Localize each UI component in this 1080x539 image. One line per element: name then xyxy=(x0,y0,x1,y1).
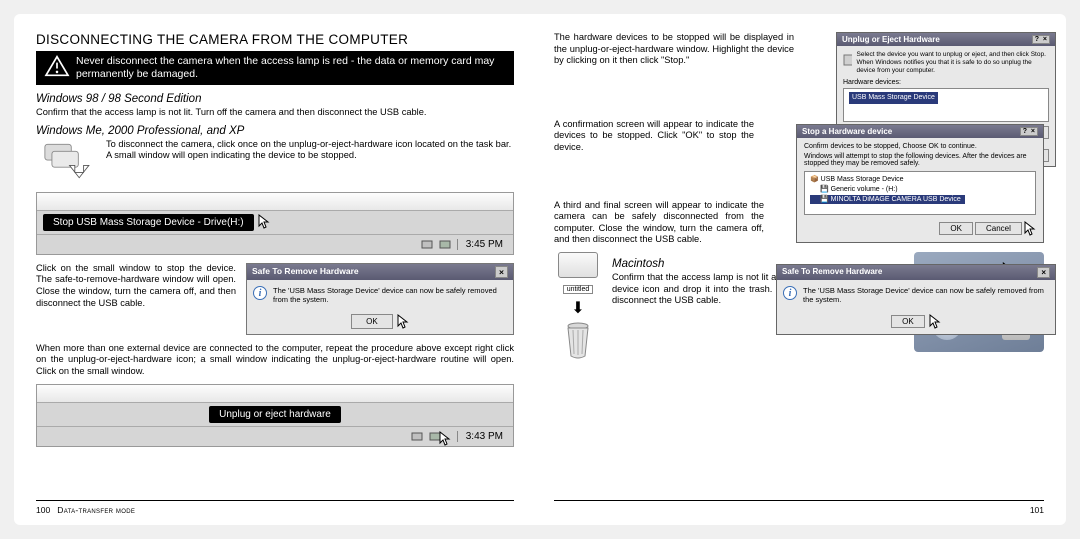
warning-text: Never disconnect the camera when the acc… xyxy=(76,55,506,81)
para-multiple-devices: When more than one external device are c… xyxy=(36,343,514,378)
mac-untitled-label: untitled xyxy=(563,285,594,294)
dialog-title: Unplug or Eject Hardware xyxy=(842,35,940,44)
close-icon[interactable]: × xyxy=(495,266,508,278)
winme-heading: Windows Me, 2000 Professional, and XP xyxy=(36,125,514,137)
safe-remove-dialog-2: Safe To Remove Hardware × i The 'USB Mas… xyxy=(776,264,1056,335)
footer-mode: Data-transfer mode xyxy=(57,505,135,515)
trash-icon xyxy=(561,320,595,360)
clock-1: 3:45 PM xyxy=(457,239,503,250)
cursor-icon xyxy=(929,314,941,330)
cursor-icon xyxy=(439,431,451,447)
tree-node-2[interactable]: Generic volume - (H:) xyxy=(831,186,898,193)
close-icon[interactable]: × xyxy=(1037,267,1050,278)
dialog-title: Safe To Remove Hardware xyxy=(252,266,359,278)
cursor-icon xyxy=(1024,221,1036,237)
win98-text: Confirm that the access lamp is not lit.… xyxy=(36,107,514,119)
tray-eject-icon xyxy=(439,238,451,250)
tray-icon xyxy=(421,238,433,250)
stop-instr-2: Windows will attempt to stop the followi… xyxy=(804,153,1036,167)
dialog-controls[interactable]: ? × xyxy=(1020,127,1038,136)
stop-instr-1: Confirm devices to be stopped, Choose OK… xyxy=(804,143,1036,150)
taskbar-screenshot-1: Stop USB Mass Storage Device - Drive(H:)… xyxy=(36,192,514,255)
tree-node-3[interactable]: MINOLTA DiMAGE CAMERA USB Device xyxy=(831,196,961,203)
ok-button[interactable]: OK xyxy=(351,314,393,329)
safe-remove-dialog-1: Safe To Remove Hardware × i The 'USB Mas… xyxy=(246,263,514,335)
footer-left: 100 Data-transfer mode xyxy=(36,505,135,515)
tooltip-unplug: Unplug or eject hardware xyxy=(209,406,341,423)
eject-icon xyxy=(842,51,852,73)
mac-drive-icon xyxy=(558,252,598,278)
dialog-instruction: Select the device you want to unplug or … xyxy=(857,51,1050,74)
tooltip-stop-device: Stop USB Mass Storage Device - Drive(H:) xyxy=(43,214,254,231)
tray-icon xyxy=(411,430,423,442)
para-stop-device: Click on the small window to stop the de… xyxy=(36,263,236,329)
page-number-left: 100 xyxy=(36,505,50,515)
hardware-label: Hardware devices: xyxy=(843,79,1049,86)
eject-icon-illustration xyxy=(36,139,96,188)
right-para-3: A third and final screen will appear to … xyxy=(554,200,764,246)
winme-text: To disconnect the camera, click once on … xyxy=(106,139,514,182)
warning-box: Never disconnect the camera when the acc… xyxy=(36,51,514,85)
cancel-button[interactable]: Cancel xyxy=(975,222,1022,235)
left-page: DISCONNECTING THE CAMERA FROM THE COMPUT… xyxy=(14,14,534,525)
page-spread: DISCONNECTING THE CAMERA FROM THE COMPUT… xyxy=(14,14,1066,525)
dialog-title: Safe To Remove Hardware xyxy=(782,267,882,278)
cursor-icon xyxy=(258,214,270,230)
right-para-2: A confirmation screen will appear to ind… xyxy=(554,119,754,154)
info-icon: i xyxy=(253,286,267,300)
section-title: DISCONNECTING THE CAMERA FROM THE COMPUT… xyxy=(36,32,514,47)
tree-node-1[interactable]: USB Mass Storage Device xyxy=(821,176,904,183)
ok-button[interactable]: OK xyxy=(939,222,973,235)
clock-2: 3:43 PM xyxy=(457,431,503,442)
mac-icons: untitled ⬇ xyxy=(554,252,602,365)
dialog-message: The 'USB Mass Storage Device' device can… xyxy=(273,286,507,304)
dialog-message: The 'USB Mass Storage Device' device can… xyxy=(803,286,1049,304)
info-icon: i xyxy=(783,286,797,300)
right-para-1: The hardware devices to be stopped will … xyxy=(554,32,794,67)
cursor-icon xyxy=(397,314,409,330)
win98-heading: Windows 98 / 98 Second Edition xyxy=(36,93,514,105)
page-number-right: 101 xyxy=(1030,505,1044,515)
warning-icon xyxy=(44,55,70,77)
stop-hardware-dialog: Stop a Hardware device ? × Confirm devic… xyxy=(796,124,1044,243)
device-item[interactable]: USB Mass Storage Device xyxy=(849,92,938,104)
right-page: The hardware devices to be stopped will … xyxy=(534,14,1066,525)
down-arrow-icon: ⬇ xyxy=(554,298,602,318)
dialog-title: Stop a Hardware device xyxy=(802,127,892,136)
taskbar-screenshot-2: Unplug or eject hardware 3:43 PM xyxy=(36,384,514,447)
ok-button[interactable]: OK xyxy=(891,315,925,328)
dialog-controls[interactable]: ? × xyxy=(1032,35,1050,44)
